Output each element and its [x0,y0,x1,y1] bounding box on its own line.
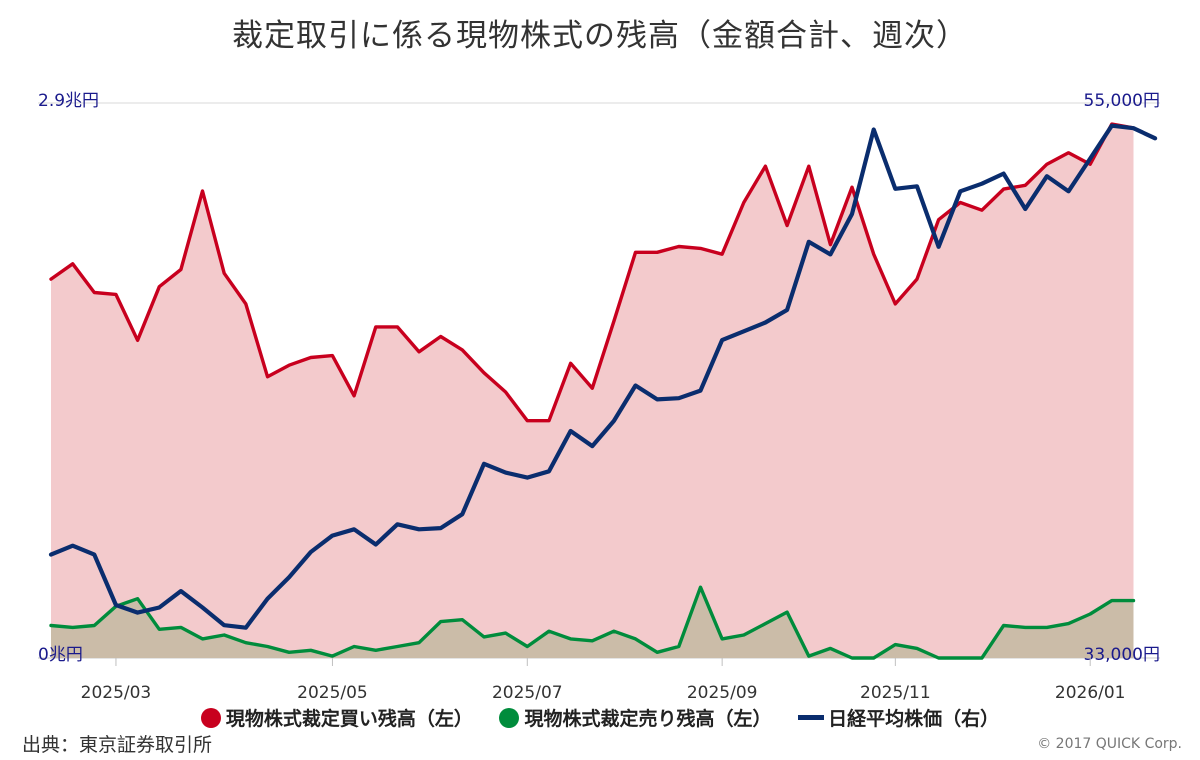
series-line-sell [49,585,1136,660]
x-tick-label: 2025/03 [81,683,152,703]
legend-label-buy: 現物株式裁定買い残高（左） [225,708,473,730]
right-axis-max-label: 55,000円 [1084,91,1160,111]
legend-item-buy: 現物株式裁定買い残高（左） [200,704,473,731]
legend-item-nikkei: 日経平均株価（右） [798,704,999,731]
x-tick-label: 2026/01 [1055,683,1126,703]
x-tick-label: 2025/07 [492,683,563,703]
legend-swatch-nikkei [798,715,825,720]
legend-swatch-sell [499,708,520,728]
legend-swatch-buy [200,708,221,728]
x-tick-label: 2025/09 [687,683,758,703]
legend: 現物株式裁定買い残高（左） 現物株式裁定売り残高（左） 日経平均株価（右） [0,704,1200,731]
legend-label-nikkei: 日経平均株価（右） [828,708,1000,730]
source-note: 出典：東京証券取引所 [22,734,213,756]
series-area-sell [51,587,1134,658]
legend-item-sell: 現物株式裁定売り残高（左） [499,704,772,731]
left-axis-max-label: 2.9兆円 [38,91,99,111]
chart-title: 裁定取引に係る現物株式の残高（金額合計、週次） [232,18,968,54]
right-axis-min-label: 33,000円 [1084,645,1160,665]
legend-label-sell: 現物株式裁定売り残高（左） [524,708,772,730]
series-line-nikkei [48,123,1158,630]
x-tick-label: 2025/05 [297,683,368,703]
series-area-buy [51,124,1134,659]
left-axis-min-label: 0兆円 [38,645,83,665]
copyright: © 2017 QUICK Corp. [1037,736,1182,752]
x-tick-label: 2025/11 [860,683,931,703]
